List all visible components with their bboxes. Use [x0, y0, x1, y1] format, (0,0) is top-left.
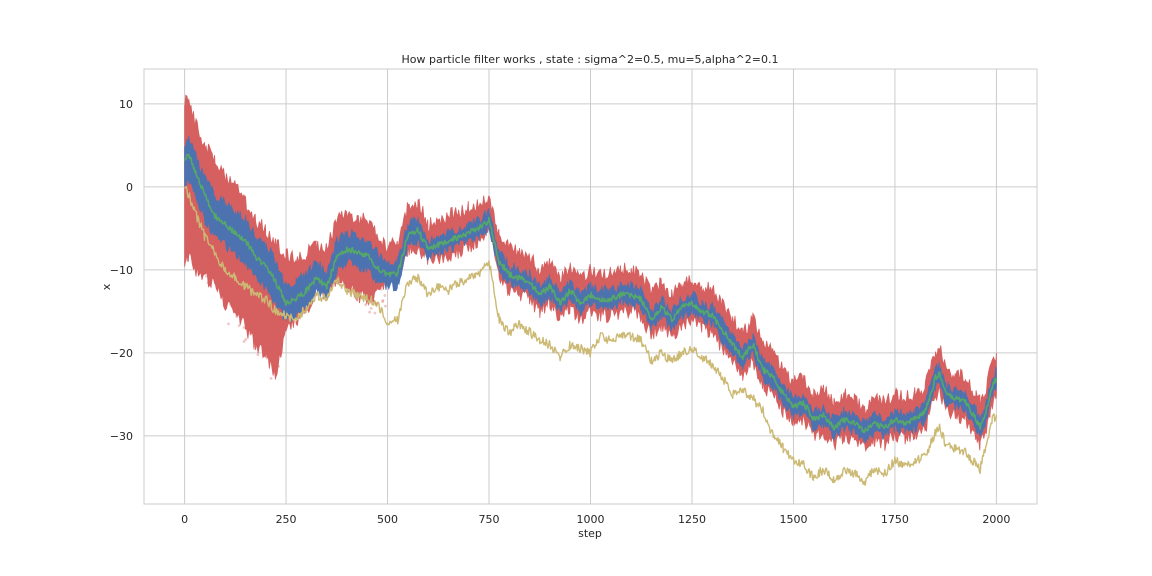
particle-point [368, 310, 371, 314]
particle-point [196, 248, 200, 251]
particle-point [264, 348, 268, 352]
particle-point [254, 345, 258, 348]
tick-labels: 0 250 500 750 1000 1250 1500 1750 2000 10 0 −10 −20 −… [110, 98, 1011, 526]
particle-point [213, 266, 217, 270]
x-axis-label: step [578, 527, 602, 540]
particle-point [269, 376, 273, 380]
particle-point [381, 299, 385, 302]
particle-point [227, 322, 230, 326]
particle-point [244, 338, 248, 341]
x-tick-label-6: 1500 [779, 513, 807, 526]
particle-point [256, 353, 260, 357]
particle-point [206, 281, 210, 285]
particle-point [381, 300, 384, 303]
particle-point [256, 344, 260, 347]
x-tick-label-4: 1000 [577, 513, 605, 526]
particle-point [261, 334, 264, 337]
particle-point [364, 303, 368, 307]
particle-point [187, 238, 191, 242]
particle-point [186, 258, 189, 262]
plot-frame [143, 68, 1038, 505]
particle-point [248, 321, 252, 325]
particle-point [235, 315, 239, 318]
particle-point [383, 294, 387, 297]
x-tick-label-5: 1250 [678, 513, 706, 526]
y-tick-label-2: −10 [110, 264, 133, 277]
particle-point [209, 270, 213, 274]
particle-point [235, 314, 239, 318]
x-tick-label-7: 1750 [881, 513, 909, 526]
y-tick-label-4: −30 [110, 430, 133, 443]
particle-point [205, 274, 208, 278]
particle-point [233, 308, 236, 312]
particle-point [229, 302, 232, 306]
particle-point [193, 249, 197, 253]
particle-point [212, 274, 216, 278]
y-tick-label-0: 10 [119, 98, 133, 111]
series-estimate-band-band [184, 135, 997, 444]
x-tick-label-1: 250 [276, 513, 297, 526]
particle-point [245, 318, 249, 321]
x-tick-label-3: 750 [479, 513, 500, 526]
particle-point [373, 311, 377, 315]
particle-point [202, 271, 206, 275]
particle-point [277, 364, 280, 368]
x-tick-label-8: 2000 [982, 513, 1010, 526]
series-observed-line [184, 185, 998, 486]
particle-point [275, 350, 279, 354]
chart-title: How particle filter works , state : sigm… [402, 53, 779, 66]
y-axis-label: x [100, 283, 113, 290]
y-tick-label-3: −20 [110, 347, 133, 360]
particle-point [242, 326, 246, 329]
particle-point [367, 296, 371, 300]
particle-point [379, 287, 383, 291]
particle-point [262, 329, 266, 333]
particle-point [369, 306, 373, 310]
particle-point [237, 324, 241, 328]
x-tick-label-0: 0 [181, 513, 188, 526]
particle-point [276, 349, 280, 353]
x-tick-label-2: 500 [377, 513, 398, 526]
particle-point [190, 238, 193, 241]
particle-point [249, 332, 253, 336]
data-layer [183, 94, 998, 486]
series-particles-band [184, 94, 997, 453]
particle-point [242, 340, 246, 343]
particle-point [371, 299, 375, 303]
particle-point [187, 237, 191, 241]
particle-point [273, 364, 276, 368]
particle-point [384, 304, 387, 308]
particle-point [267, 348, 271, 352]
y-tick-label-1: 0 [126, 181, 133, 194]
series-estimate-line [183, 153, 998, 434]
particle-point [374, 302, 378, 305]
